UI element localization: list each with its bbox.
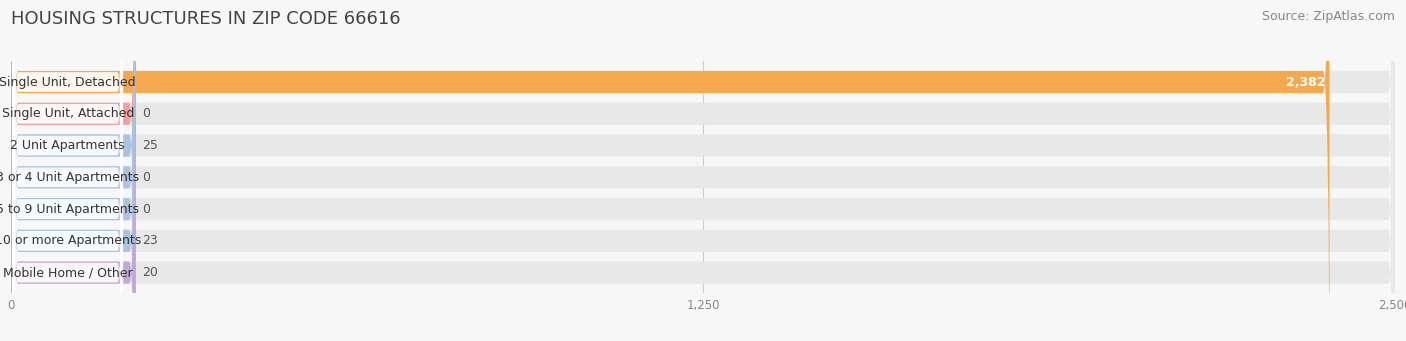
Text: 10 or more Apartments: 10 or more Apartments xyxy=(0,234,141,247)
Text: Source: ZipAtlas.com: Source: ZipAtlas.com xyxy=(1261,10,1395,23)
FancyBboxPatch shape xyxy=(11,0,1395,341)
Text: 0: 0 xyxy=(142,203,150,216)
Text: 25: 25 xyxy=(142,139,159,152)
FancyBboxPatch shape xyxy=(11,0,136,341)
Text: Mobile Home / Other: Mobile Home / Other xyxy=(3,266,132,279)
Text: 0: 0 xyxy=(142,107,150,120)
FancyBboxPatch shape xyxy=(13,0,124,341)
FancyBboxPatch shape xyxy=(11,0,1395,341)
FancyBboxPatch shape xyxy=(11,0,1395,341)
FancyBboxPatch shape xyxy=(11,0,1395,341)
FancyBboxPatch shape xyxy=(13,0,124,341)
Text: 5 to 9 Unit Apartments: 5 to 9 Unit Apartments xyxy=(0,203,139,216)
FancyBboxPatch shape xyxy=(13,0,124,341)
Text: 2 Unit Apartments: 2 Unit Apartments xyxy=(10,139,125,152)
FancyBboxPatch shape xyxy=(11,0,136,341)
FancyBboxPatch shape xyxy=(11,0,1395,341)
Text: 3 or 4 Unit Apartments: 3 or 4 Unit Apartments xyxy=(0,171,139,184)
Text: Single Unit, Attached: Single Unit, Attached xyxy=(1,107,134,120)
FancyBboxPatch shape xyxy=(11,0,136,341)
FancyBboxPatch shape xyxy=(11,0,1395,341)
FancyBboxPatch shape xyxy=(13,0,124,341)
Text: HOUSING STRUCTURES IN ZIP CODE 66616: HOUSING STRUCTURES IN ZIP CODE 66616 xyxy=(11,10,401,28)
Text: 0: 0 xyxy=(142,171,150,184)
FancyBboxPatch shape xyxy=(11,0,1395,341)
FancyBboxPatch shape xyxy=(11,0,136,341)
FancyBboxPatch shape xyxy=(13,0,124,341)
Text: 2,382: 2,382 xyxy=(1285,75,1324,89)
FancyBboxPatch shape xyxy=(11,0,136,341)
Text: Single Unit, Detached: Single Unit, Detached xyxy=(0,75,136,89)
FancyBboxPatch shape xyxy=(13,0,124,341)
FancyBboxPatch shape xyxy=(13,0,124,341)
FancyBboxPatch shape xyxy=(11,0,1330,341)
Text: 23: 23 xyxy=(142,234,157,247)
FancyBboxPatch shape xyxy=(11,0,136,341)
Text: 20: 20 xyxy=(142,266,159,279)
